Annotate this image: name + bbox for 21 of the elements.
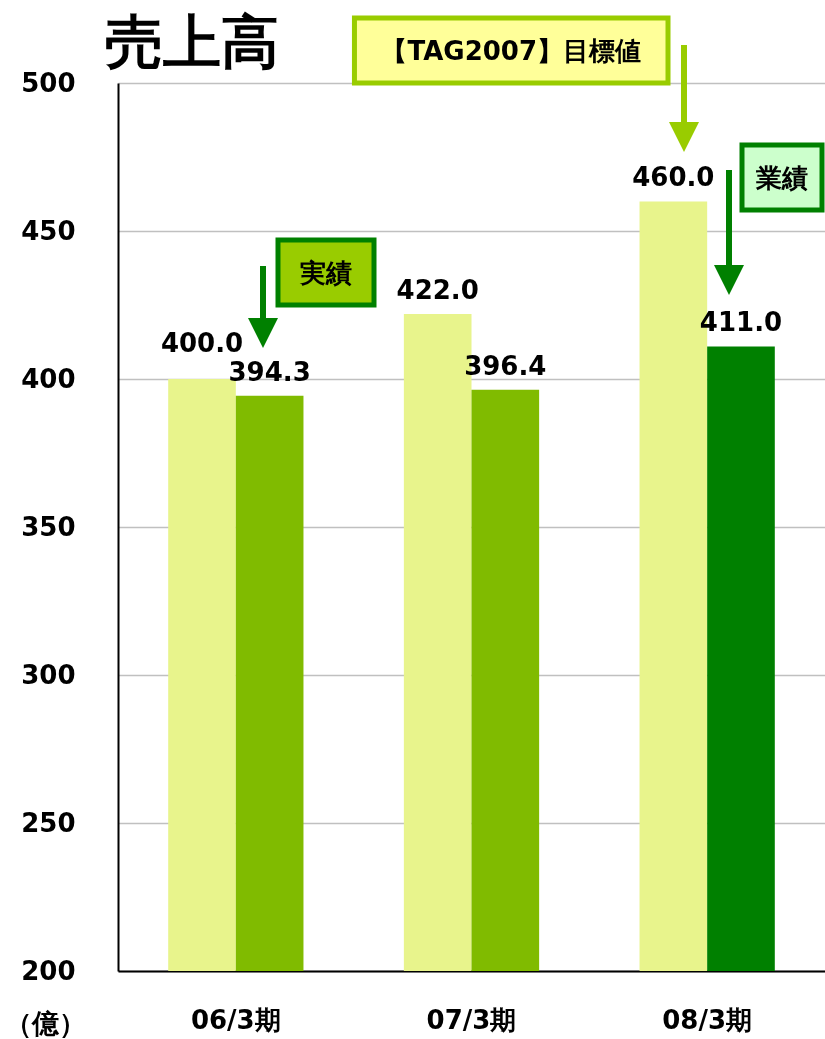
data-label: 460.0 <box>632 162 715 193</box>
data-label: 422.0 <box>396 274 479 305</box>
annotation: 実績 <box>299 257 352 288</box>
x-tick-label: 06/3期 <box>190 1004 281 1035</box>
data-label: 400.0 <box>160 328 244 358</box>
y-tick-label: 450 <box>21 215 76 246</box>
y-tick-label: 500 <box>21 67 76 98</box>
data-label: 396.4 <box>464 350 547 381</box>
x-tick-label: 07/3期 <box>426 1004 517 1035</box>
chart-title: 売上高 <box>105 8 279 76</box>
y-axis-title: （億） <box>5 1007 86 1039</box>
text: 【TAG2007】目標値 <box>381 35 641 66</box>
x-tick-label: 08/3期 <box>662 1004 753 1035</box>
y-tick-label: 350 <box>21 511 76 542</box>
y-tick-label: 250 <box>21 807 76 838</box>
y-tick-label: 400 <box>21 363 76 394</box>
data-label: 394.3 <box>228 356 311 387</box>
data-label: 411.0 <box>699 307 783 338</box>
y-tick-label: 200 <box>21 955 76 986</box>
y-tick-label: 300 <box>21 659 76 690</box>
annotation: 業績 <box>755 162 808 193</box>
